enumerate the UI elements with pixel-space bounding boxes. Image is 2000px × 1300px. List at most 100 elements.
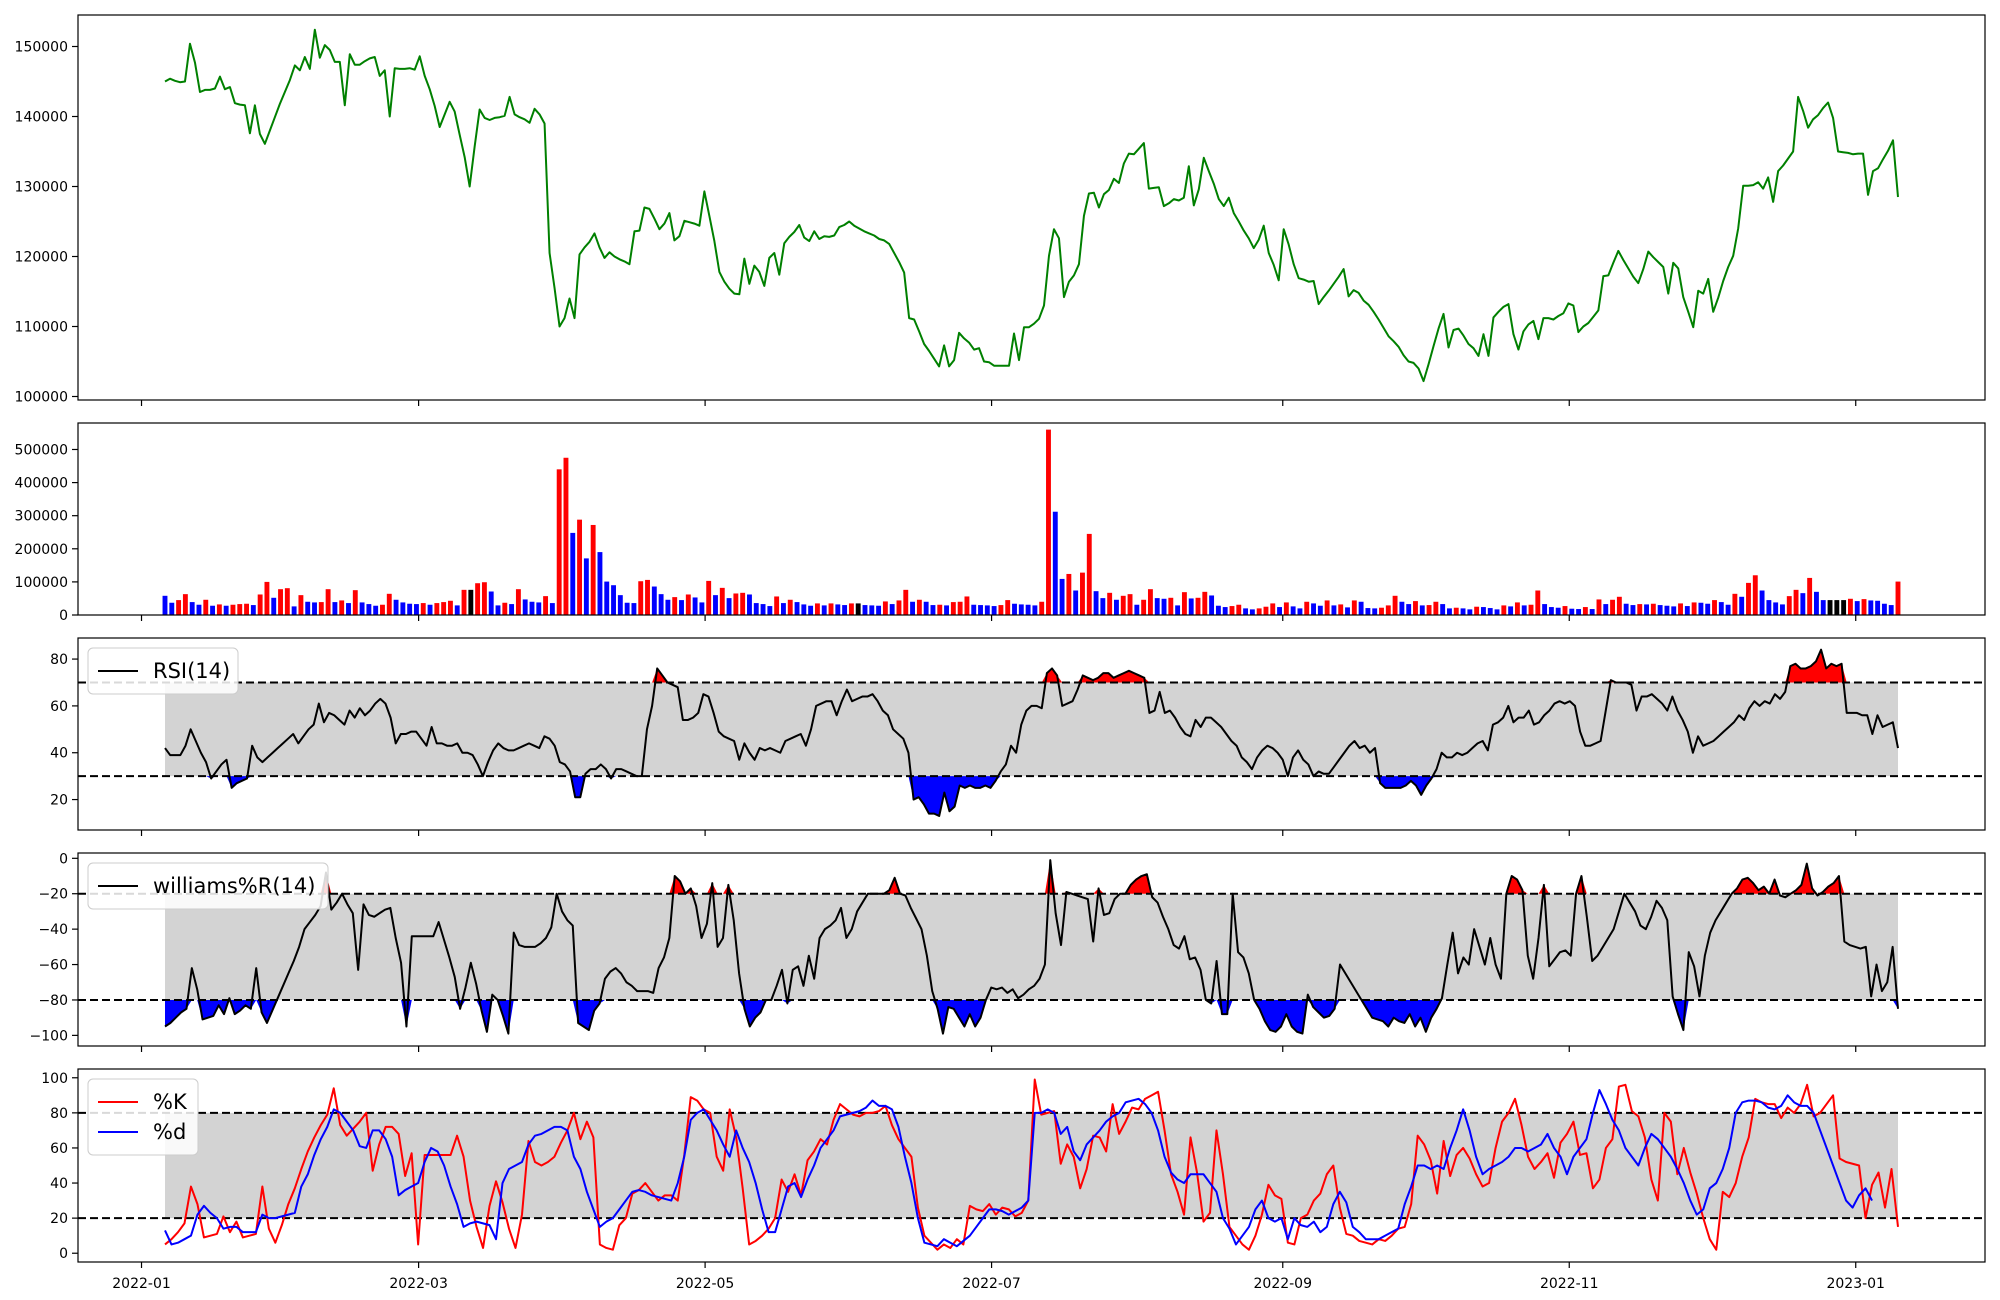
volume-bar — [1814, 591, 1819, 615]
volume-bar — [176, 600, 182, 615]
volume-bar — [1263, 606, 1269, 615]
legend-label: williams%R(14) — [153, 874, 315, 898]
volume-bar — [359, 602, 365, 615]
volume-bar — [1236, 604, 1242, 615]
williams-ytick-label: −100 — [30, 1028, 68, 1044]
volume-bar — [1644, 604, 1649, 615]
volume-bar — [1358, 601, 1364, 615]
volume-bar — [1678, 603, 1683, 615]
volume-bar — [509, 604, 515, 615]
volume-bar — [271, 597, 277, 615]
volume-bar — [393, 599, 399, 615]
williams-oversold-fill — [165, 999, 1898, 1034]
volume-bar — [1535, 590, 1541, 615]
volume-bar — [1012, 603, 1017, 615]
price-ytick-label: 140000 — [15, 110, 68, 126]
volume-bar — [645, 579, 650, 615]
panel-volume: 0 100000 200000 300000 400000 500000 — [15, 422, 1986, 624]
volume-bar — [781, 603, 786, 615]
volume-bar — [1209, 595, 1215, 615]
volume-bar — [910, 601, 916, 615]
volume-bar — [753, 603, 759, 615]
volume-bar — [386, 593, 392, 615]
volume-bar — [855, 603, 861, 615]
volume-bar — [325, 589, 331, 615]
volume-bar — [1345, 607, 1350, 615]
volume-bar — [882, 601, 888, 615]
volume-bar — [1406, 604, 1412, 615]
volume-bar — [651, 586, 657, 615]
volume-bar — [1793, 589, 1799, 615]
volume-bar — [1712, 600, 1717, 615]
volume-bar — [237, 604, 243, 615]
volume-bar — [420, 603, 426, 615]
volume-bar — [515, 589, 521, 615]
volume-bar — [1881, 603, 1887, 615]
volume-bar — [1365, 608, 1371, 615]
volume-bar — [1168, 597, 1174, 615]
volume-bar — [529, 601, 535, 615]
volume-bar — [950, 602, 956, 615]
volume-bar — [1100, 598, 1106, 615]
volume-bar — [740, 592, 746, 615]
volume-bar — [1392, 595, 1398, 615]
volume-bar — [1114, 599, 1119, 615]
volume-bar — [1807, 577, 1813, 615]
volume-bar — [747, 594, 752, 615]
volume-bar — [787, 599, 793, 615]
volume-bar — [1698, 602, 1704, 615]
volume-bar — [1766, 600, 1772, 615]
volume-bar — [1657, 605, 1663, 615]
volume-bar — [407, 603, 413, 615]
volume-bar — [549, 603, 555, 615]
volume-bar — [1460, 608, 1466, 615]
volume-bar — [250, 605, 256, 615]
volume-bar — [1270, 603, 1276, 615]
volume-bar — [665, 599, 671, 615]
stochastic-ytick-label: 0 — [59, 1246, 68, 1262]
volume-bar — [1311, 603, 1316, 615]
volume-bar — [318, 602, 324, 615]
volume-bar — [1249, 609, 1255, 615]
williams-ytick-label: 0 — [59, 851, 68, 867]
rsi-legend: RSI(14) — [87, 647, 239, 695]
volume-plot-area — [162, 429, 1901, 615]
volume-bar — [556, 469, 562, 615]
volume-bar — [1419, 605, 1425, 615]
williams-ytick-label: −20 — [38, 887, 68, 903]
volume-bar — [617, 595, 623, 615]
volume-bar — [1582, 607, 1588, 615]
volume-bar — [774, 596, 780, 615]
xtick-label: 2022-03 — [389, 1276, 448, 1292]
volume-bar — [1175, 605, 1181, 615]
rsi-band — [165, 682, 1898, 777]
volume-bar — [1691, 602, 1697, 615]
volume-bar — [713, 595, 718, 615]
volume-bar — [1650, 603, 1656, 615]
williams-axes-frame — [77, 852, 1986, 1047]
volume-bar — [1351, 600, 1357, 615]
volume-bar — [1555, 607, 1561, 615]
volume-bar — [454, 605, 460, 615]
volume-bar — [196, 604, 202, 615]
williams-ytick-label: −80 — [38, 993, 68, 1009]
xtick-label: 2022-01 — [112, 1276, 171, 1292]
volume-ytick-label: 400000 — [15, 476, 68, 492]
williams-plot-area — [78, 859, 1985, 1035]
volume-bar — [1542, 604, 1548, 615]
volume-bar — [1752, 575, 1758, 615]
volume-bar — [1277, 607, 1282, 615]
volume-bar — [679, 600, 684, 615]
volume-bar — [1399, 601, 1405, 615]
legend-box — [87, 862, 329, 910]
volume-bar — [1786, 596, 1792, 615]
volume-bar — [1229, 606, 1235, 615]
volume-ytick-label: 0 — [59, 608, 68, 624]
volume-bar — [1637, 604, 1643, 615]
volume-bar — [1093, 591, 1099, 615]
volume-bar — [814, 603, 820, 615]
volume-bar — [502, 602, 508, 615]
williams-band — [165, 893, 1898, 1000]
stochastic-ytick-label: 80 — [50, 1106, 68, 1122]
